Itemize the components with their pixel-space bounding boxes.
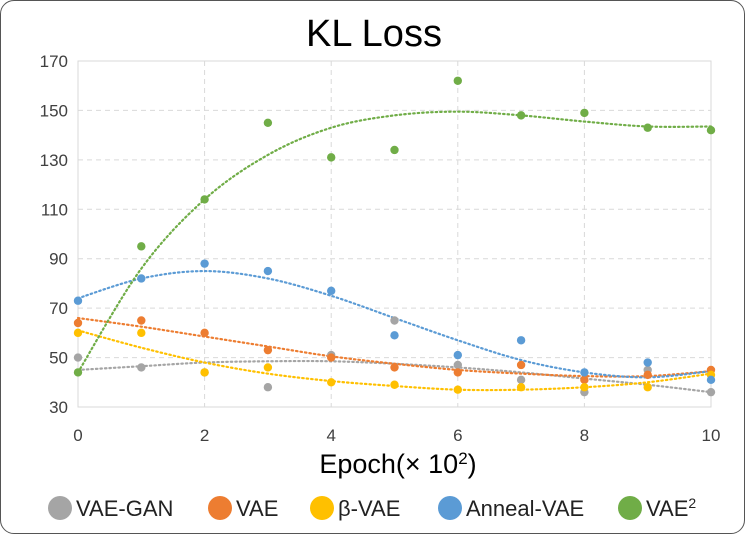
x-tick-label: 8 — [580, 426, 589, 445]
data-point — [390, 145, 399, 155]
y-tick-label: 110 — [41, 200, 68, 219]
data-point — [137, 274, 146, 283]
x-tick-label: 0 — [73, 426, 82, 445]
data-point — [200, 259, 209, 268]
legend-marker — [438, 496, 462, 520]
data-point — [516, 375, 526, 385]
trendline — [76, 110, 713, 374]
x-tick-label: 10 — [702, 426, 721, 445]
legend-label: VAE — [236, 496, 278, 521]
y-tick-label: 70 — [49, 299, 68, 318]
data-point — [453, 350, 462, 360]
data-point — [73, 296, 83, 305]
data-point — [327, 153, 336, 162]
data-point — [516, 383, 526, 392]
legend-label: VAE2 — [646, 495, 696, 521]
data-point — [643, 370, 652, 380]
legend-marker — [310, 496, 334, 520]
chart-title: KL Loss — [306, 13, 442, 55]
legend-label: Anneal-VAE — [466, 496, 584, 521]
legend-marker — [208, 496, 232, 520]
legend-label: β-VAE — [338, 496, 400, 521]
data-point — [453, 368, 462, 377]
data-point — [137, 363, 146, 372]
y-tick-label: 150 — [40, 101, 68, 120]
data-point — [327, 353, 336, 362]
data-point — [390, 380, 399, 389]
data-point — [516, 336, 526, 345]
data-point — [263, 363, 273, 372]
data-point — [263, 118, 273, 127]
data-point — [580, 108, 589, 118]
data-point — [263, 383, 273, 392]
data-point — [453, 360, 462, 370]
data-point — [580, 368, 589, 377]
data-points — [73, 76, 716, 397]
x-axis-label: Epoch(× 102) — [319, 449, 476, 480]
data-point — [200, 368, 209, 377]
gridlines — [77, 60, 712, 408]
data-point — [706, 375, 716, 385]
data-point — [390, 316, 399, 325]
data-point — [137, 316, 146, 325]
y-axis: 30 50 70 90 110 130 150 170 — [40, 52, 68, 417]
data-point — [137, 328, 146, 338]
data-point — [706, 126, 716, 135]
data-point — [200, 195, 209, 204]
data-point — [580, 383, 589, 392]
data-point — [580, 375, 589, 385]
legend-label: VAE-GAN — [76, 496, 173, 521]
legend-marker — [618, 496, 642, 520]
data-point — [643, 123, 652, 132]
data-point — [137, 242, 146, 251]
trendline — [76, 316, 713, 378]
data-point — [327, 286, 336, 296]
data-point — [73, 328, 83, 338]
data-point — [200, 328, 209, 338]
legend: VAE-GAN VAE β-VAE Anneal-VAE VAE2 — [48, 495, 696, 521]
data-point — [516, 360, 526, 370]
x-axis: 0 2 4 6 8 10 — [73, 426, 720, 445]
data-point — [516, 111, 526, 120]
x-tick-label: 6 — [453, 426, 462, 445]
x-tick-label: 4 — [326, 426, 335, 445]
data-point — [643, 358, 652, 367]
y-tick-label: 170 — [40, 52, 68, 71]
legend-marker — [48, 496, 72, 520]
y-tick-label: 130 — [40, 151, 68, 170]
y-tick-label: 50 — [49, 349, 68, 368]
data-point — [263, 345, 273, 355]
trendline — [76, 269, 713, 379]
data-point — [73, 368, 83, 377]
data-point — [390, 331, 399, 340]
data-point — [453, 76, 462, 85]
data-point — [327, 378, 336, 387]
data-point — [390, 363, 399, 372]
trendline — [76, 329, 713, 392]
data-point — [453, 385, 462, 394]
y-tick-label: 90 — [49, 250, 68, 269]
data-point — [263, 266, 273, 276]
data-point — [643, 383, 652, 392]
x-tick-label: 2 — [200, 426, 209, 445]
data-point — [706, 387, 716, 397]
y-tick-label: 30 — [49, 398, 68, 417]
data-point — [73, 353, 83, 362]
data-point — [73, 318, 83, 328]
